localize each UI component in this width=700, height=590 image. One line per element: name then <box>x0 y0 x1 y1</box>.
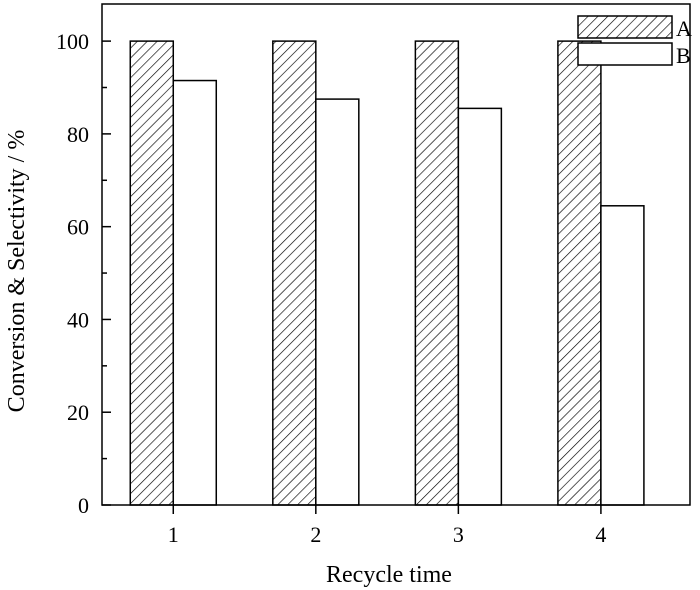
axes-layer <box>101 3 691 506</box>
bar-B-1 <box>172 79 218 506</box>
legend: AB <box>577 15 692 68</box>
legend-label-B: B <box>676 43 691 68</box>
legend-swatch-B <box>577 42 673 66</box>
bars-layer <box>129 40 645 506</box>
x-tick-label: 1 <box>168 522 179 547</box>
y-tick-label: 20 <box>67 400 89 425</box>
bar-B-2 <box>315 98 360 506</box>
x-tick-label: 4 <box>595 522 606 547</box>
y-tick-label: 60 <box>67 215 89 240</box>
y-tick-label: 100 <box>56 29 89 54</box>
legend-label-A: A <box>676 16 692 41</box>
y-axis-label: Conversion & Selectivity / % <box>4 130 30 413</box>
bar-A-1 <box>129 40 175 506</box>
bar-A-4 <box>557 40 602 506</box>
bar-A-3 <box>414 40 460 506</box>
bar-B-3 <box>457 107 503 506</box>
ticks-layer: 0 20 40 60 80 100 1 2 3 4 <box>56 29 606 547</box>
bar-A-2 <box>272 40 317 506</box>
y-tick-label: 40 <box>67 307 89 332</box>
x-tick-label: 3 <box>453 522 464 547</box>
x-axis-label: Recycle time <box>326 562 452 588</box>
x-tick-label: 2 <box>310 522 321 547</box>
bar-B-4 <box>600 205 645 506</box>
y-tick-label: 0 <box>78 493 89 518</box>
y-tick-label: 80 <box>67 122 89 147</box>
plot-frame <box>101 3 691 506</box>
legend-swatch-A <box>577 15 673 39</box>
